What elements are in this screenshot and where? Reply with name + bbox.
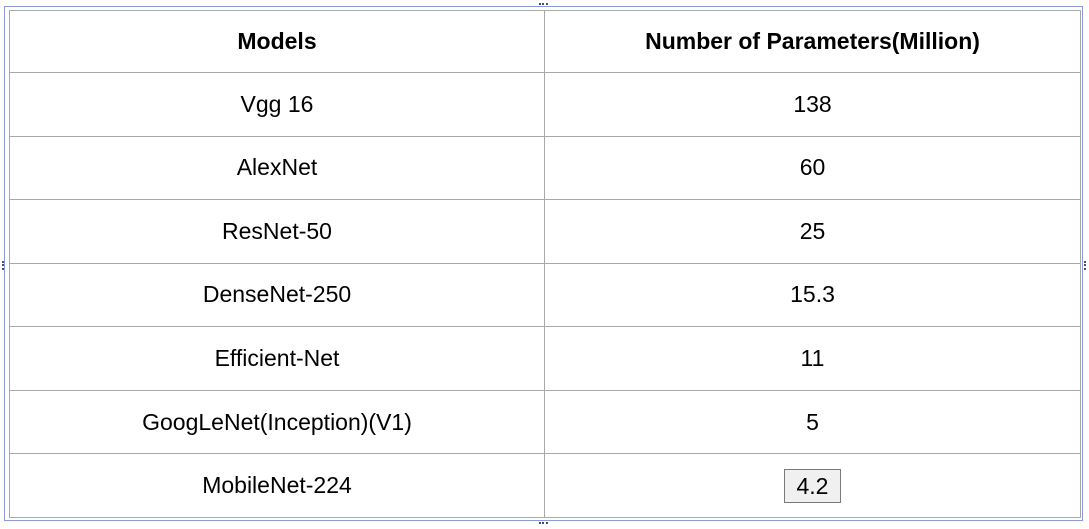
resize-handle-top[interactable] bbox=[539, 3, 548, 5]
cell-params[interactable]: 11 bbox=[544, 326, 1081, 391]
model-parameters-table[interactable]: Models Number of Parameters(Million) Vgg… bbox=[9, 10, 1081, 518]
table-header-row: Models Number of Parameters(Million) bbox=[9, 10, 1081, 73]
table-row: Efficient-Net 11 bbox=[9, 326, 1081, 391]
table-row: DenseNet-250 15.3 bbox=[9, 262, 1081, 328]
cell-params[interactable]: 5 bbox=[544, 389, 1081, 455]
cell-model[interactable]: MobileNet-224 bbox=[9, 453, 545, 518]
cell-params[interactable]: 60 bbox=[544, 135, 1081, 201]
table-row: ResNet-50 25 bbox=[9, 199, 1081, 264]
resize-handle-right[interactable] bbox=[1084, 261, 1086, 270]
table-row: Vgg 16 138 bbox=[9, 72, 1081, 137]
cell-model[interactable]: AlexNet bbox=[9, 135, 545, 201]
cell-model[interactable]: ResNet-50 bbox=[9, 199, 545, 264]
selected-value-box[interactable]: 4.2 bbox=[783, 468, 842, 503]
cell-params-selected[interactable]: 4.2 bbox=[544, 453, 1081, 518]
cell-params[interactable]: 25 bbox=[544, 199, 1081, 264]
cell-model[interactable]: GoogLeNet(Inception)(V1) bbox=[9, 389, 545, 455]
cell-model[interactable]: Efficient-Net bbox=[9, 326, 545, 391]
cell-model[interactable]: DenseNet-250 bbox=[9, 262, 545, 328]
table-selection-frame[interactable] bbox=[4, 6, 1083, 521]
table-row: AlexNet 60 bbox=[9, 135, 1081, 201]
cell-params[interactable]: 15.3 bbox=[544, 262, 1081, 328]
resize-handle-bottom[interactable] bbox=[539, 522, 548, 524]
resize-handle-left[interactable] bbox=[2, 261, 4, 270]
header-models[interactable]: Models bbox=[9, 10, 545, 73]
cell-params[interactable]: 138 bbox=[544, 72, 1081, 137]
table-row: GoogLeNet(Inception)(V1) 5 bbox=[9, 389, 1081, 455]
header-number-of-parameters[interactable]: Number of Parameters(Million) bbox=[544, 10, 1081, 73]
cell-model[interactable]: Vgg 16 bbox=[9, 72, 545, 137]
table-row: MobileNet-224 4.2 bbox=[9, 453, 1081, 518]
